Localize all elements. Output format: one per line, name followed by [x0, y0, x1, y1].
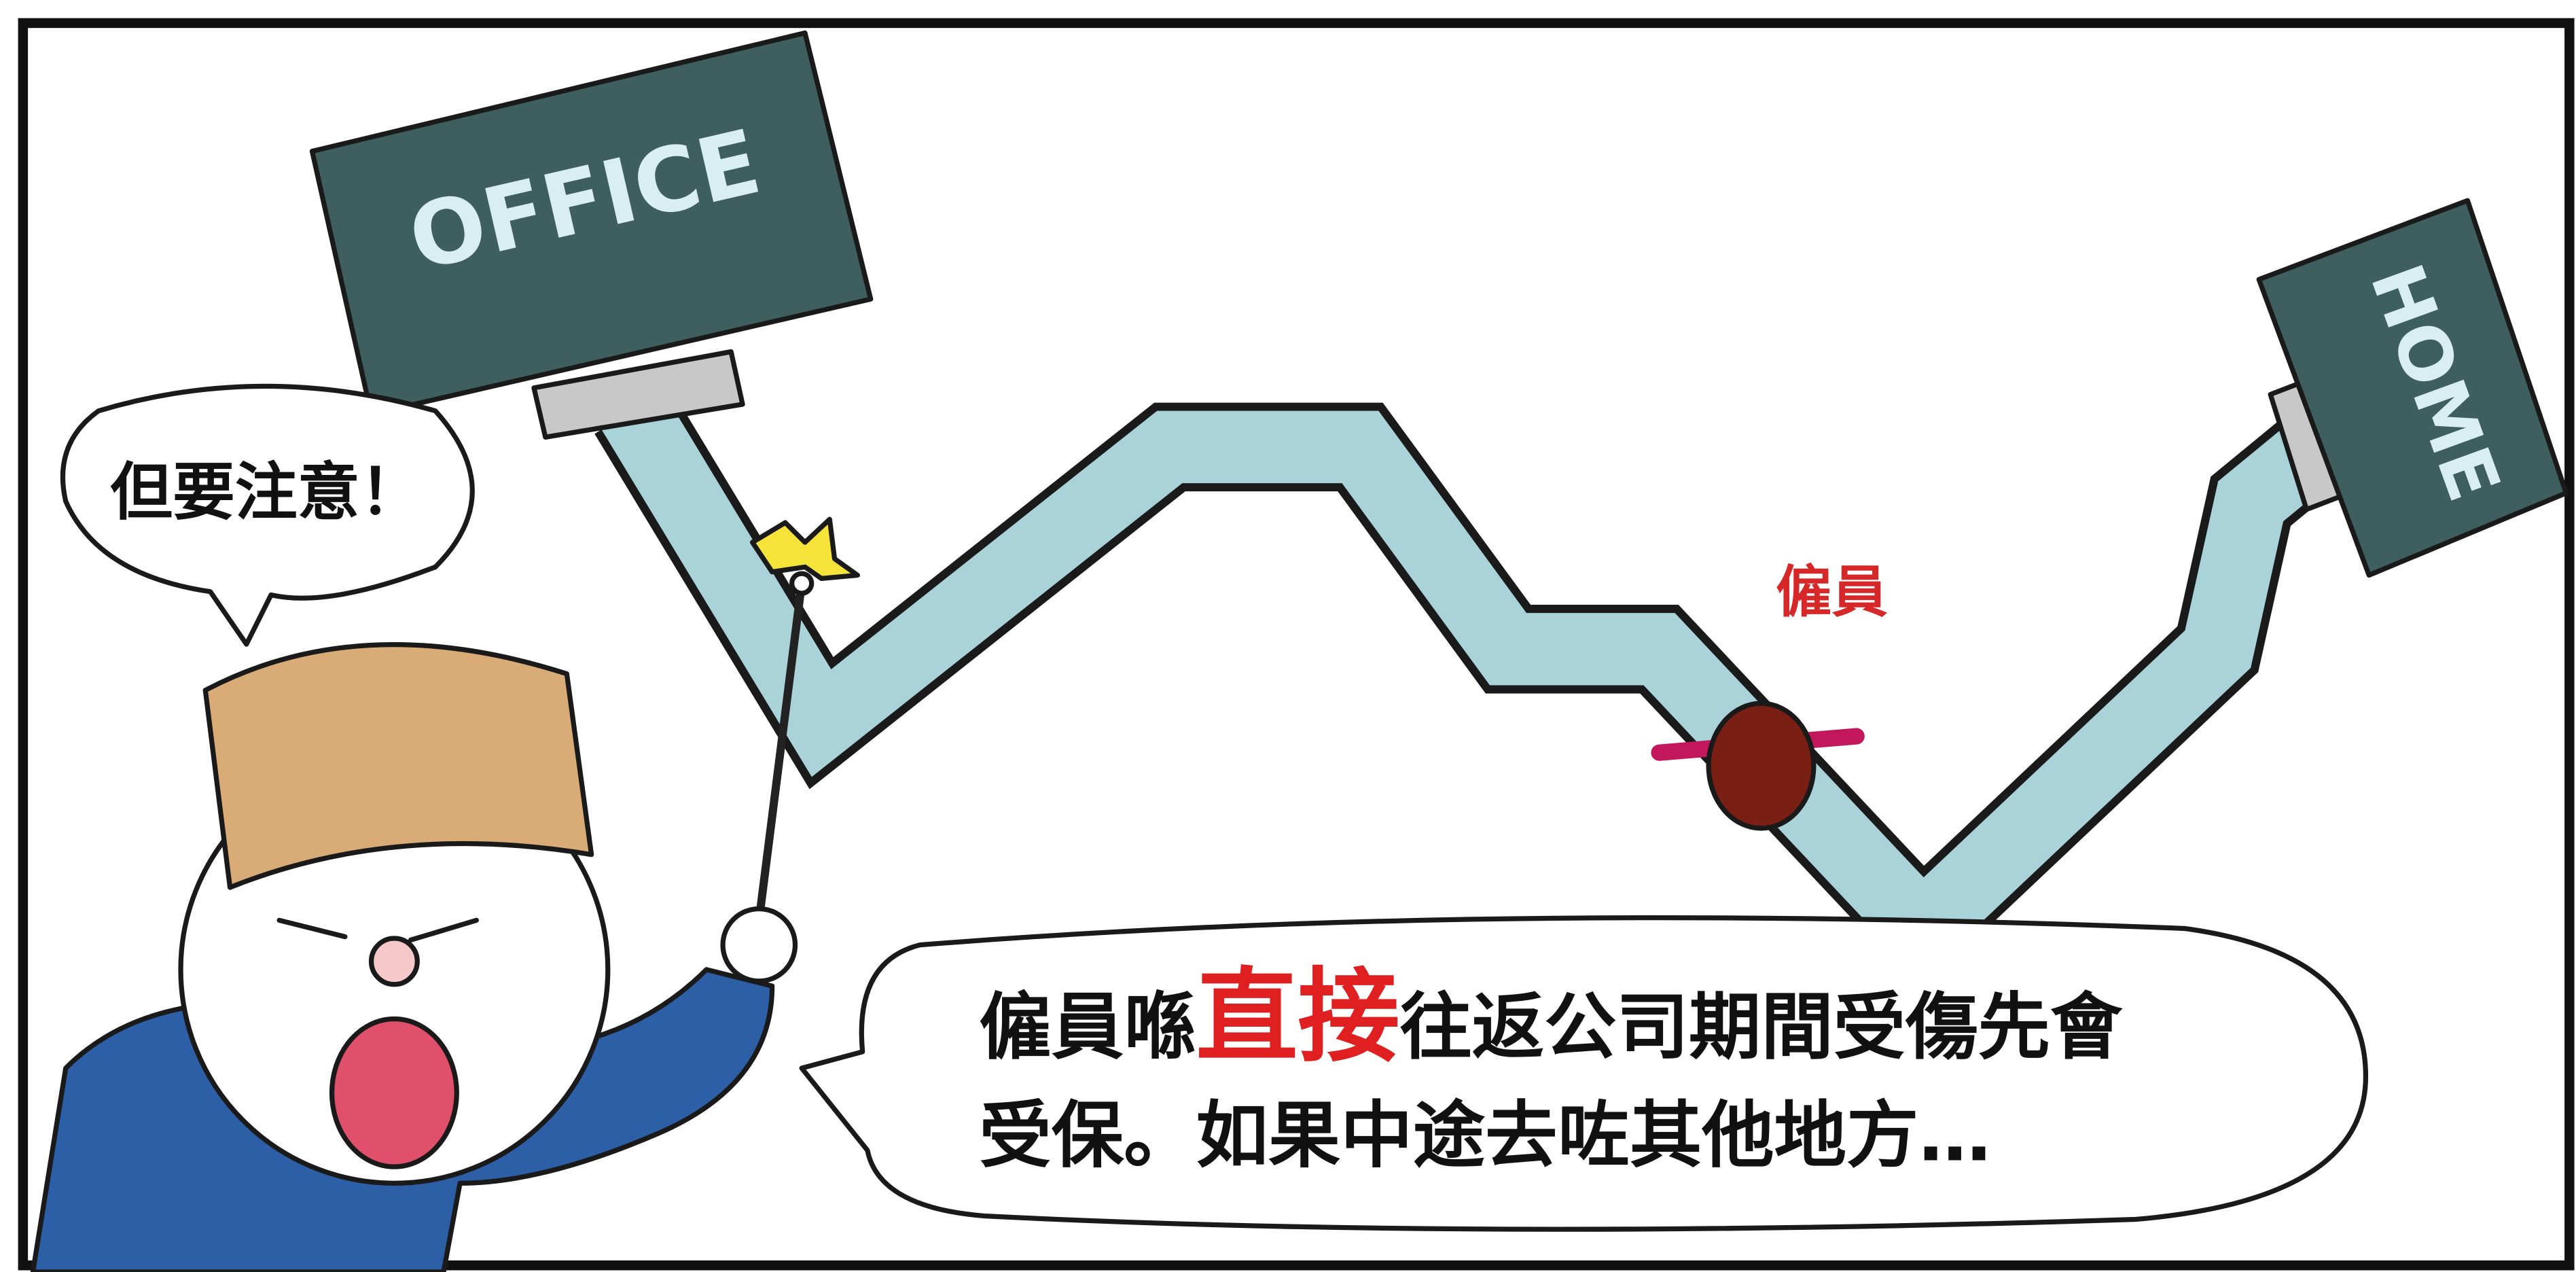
- road: [601, 392, 2348, 980]
- spark: [749, 516, 861, 581]
- walker-head: [1706, 701, 1817, 831]
- walker-label: 僱員: [1776, 561, 1887, 625]
- man-nose: [368, 936, 420, 987]
- pointer-tip: [789, 571, 815, 596]
- panel-border: [18, 18, 2575, 1271]
- speech-text: 往返公司期間受傷先會: [1399, 985, 2123, 1070]
- caption-text: 但要注意！: [110, 456, 422, 529]
- caption-bubble: [60, 383, 475, 647]
- man-cap: [202, 642, 594, 890]
- man-mouth: [329, 1016, 459, 1169]
- speech-bubble: [799, 915, 2369, 1232]
- pointer: [755, 582, 806, 921]
- home-sign: [2256, 198, 2569, 578]
- man-hand: [720, 906, 798, 984]
- man-eyes: [276, 917, 479, 943]
- speech-line-2: 受保。如果中途去咗其他地方…: [979, 1093, 1990, 1178]
- speech-emphasis: 直接: [1196, 958, 1400, 1076]
- office-bracket: [531, 349, 745, 440]
- office-sign: [309, 30, 874, 417]
- speech-line-1: 僱員喺直接往返公司期間受傷先會: [979, 958, 2123, 1076]
- speech-text: 僱員喺: [979, 985, 1196, 1070]
